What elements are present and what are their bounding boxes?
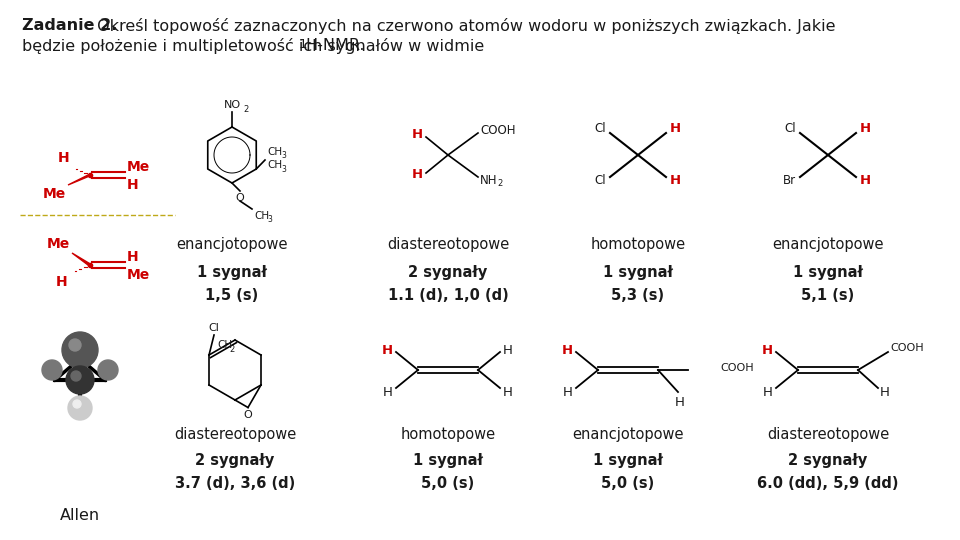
Text: diastereotopowe: diastereotopowe (767, 428, 889, 442)
Text: H: H (56, 275, 67, 289)
Circle shape (42, 360, 62, 380)
Text: 5,3 (s): 5,3 (s) (612, 287, 664, 302)
Text: H: H (562, 343, 573, 356)
Text: 5,0 (s): 5,0 (s) (421, 476, 474, 490)
Text: H-NMR.: H-NMR. (305, 38, 365, 53)
Text: 1 sygnał: 1 sygnał (413, 453, 483, 468)
Text: H: H (382, 343, 393, 356)
Text: będzie położenie i multipletowość ich sygnałów w widmie: będzie położenie i multipletowość ich sy… (22, 38, 490, 54)
Text: Me: Me (127, 268, 151, 282)
Text: NO: NO (224, 100, 241, 110)
Text: homotopowe: homotopowe (400, 428, 495, 442)
Text: 5,0 (s): 5,0 (s) (601, 476, 655, 490)
Text: 2 sygnały: 2 sygnały (408, 265, 488, 280)
Text: H: H (383, 386, 393, 399)
Text: Br: Br (782, 174, 796, 187)
Circle shape (68, 396, 92, 420)
Text: H: H (763, 386, 773, 399)
Text: H: H (127, 250, 138, 264)
Text: H: H (412, 168, 423, 181)
Text: 1.1 (d), 1,0 (d): 1.1 (d), 1,0 (d) (388, 287, 509, 302)
Text: H: H (860, 123, 871, 136)
Polygon shape (68, 175, 92, 185)
Text: enancjotopowe: enancjotopowe (572, 428, 684, 442)
Text: 1 sygnał: 1 sygnał (197, 265, 267, 280)
Text: Cl: Cl (594, 174, 606, 187)
Text: CH: CH (254, 211, 269, 221)
Circle shape (71, 371, 81, 381)
Text: enancjotopowe: enancjotopowe (772, 238, 884, 253)
Text: 5,1 (s): 5,1 (s) (802, 287, 854, 302)
Text: CH: CH (267, 147, 282, 157)
Text: Cl: Cl (784, 123, 796, 136)
Text: H: H (564, 386, 573, 399)
Text: O: O (235, 193, 245, 203)
Text: 1 sygnał: 1 sygnał (603, 265, 673, 280)
Text: H: H (670, 174, 682, 187)
Text: 3: 3 (267, 215, 272, 224)
Text: COOH: COOH (720, 363, 754, 373)
Text: 3: 3 (281, 152, 286, 160)
Text: homotopowe: homotopowe (590, 238, 685, 253)
Text: Me: Me (43, 187, 66, 201)
Text: Cl: Cl (208, 323, 220, 333)
Text: 1,5 (s): 1,5 (s) (205, 287, 258, 302)
Text: Me: Me (47, 237, 70, 251)
Text: Cl: Cl (594, 123, 606, 136)
Text: H: H (675, 396, 684, 409)
Text: 2: 2 (243, 105, 249, 114)
Text: 2: 2 (497, 179, 502, 188)
Circle shape (69, 339, 81, 351)
Text: NH: NH (480, 173, 497, 186)
Polygon shape (72, 253, 92, 265)
Text: Zadanie 2.: Zadanie 2. (22, 18, 117, 33)
Text: CH: CH (217, 340, 232, 350)
Text: H: H (412, 129, 423, 141)
Text: 2 sygnały: 2 sygnały (196, 453, 275, 468)
Text: H: H (762, 343, 773, 356)
Text: H: H (860, 174, 871, 187)
Text: H: H (127, 178, 138, 192)
Text: COOH: COOH (480, 124, 516, 137)
Text: 3.7 (d), 3,6 (d): 3.7 (d), 3,6 (d) (175, 476, 295, 490)
Text: H: H (503, 386, 513, 399)
Text: 6.0 (dd), 5,9 (dd): 6.0 (dd), 5,9 (dd) (757, 476, 899, 490)
Text: COOH: COOH (890, 343, 924, 353)
Circle shape (98, 360, 118, 380)
Text: 3: 3 (281, 165, 286, 173)
Text: Określ topowość zaznaczonych na czerwono atomów wodoru w poniższych związkach. J: Określ topowość zaznaczonych na czerwono… (92, 18, 835, 34)
Text: Me: Me (127, 160, 151, 174)
Text: diastereotopowe: diastereotopowe (174, 428, 296, 442)
Text: diastereotopowe: diastereotopowe (387, 238, 509, 253)
Text: O: O (244, 410, 252, 421)
Text: Allen: Allen (60, 508, 100, 523)
Text: 2 sygnały: 2 sygnały (788, 453, 868, 468)
Circle shape (62, 332, 98, 368)
Text: H: H (670, 123, 682, 136)
Text: CH: CH (267, 160, 282, 170)
Circle shape (73, 400, 81, 408)
Circle shape (66, 366, 94, 394)
Text: 1 sygnał: 1 sygnał (593, 453, 663, 468)
Text: H: H (503, 343, 513, 356)
Text: 2: 2 (229, 345, 234, 354)
Text: 1 sygnał: 1 sygnał (793, 265, 863, 280)
Text: H: H (58, 151, 69, 165)
Text: enancjotopowe: enancjotopowe (177, 238, 288, 253)
Text: 1: 1 (299, 38, 307, 51)
Text: H: H (880, 386, 890, 399)
